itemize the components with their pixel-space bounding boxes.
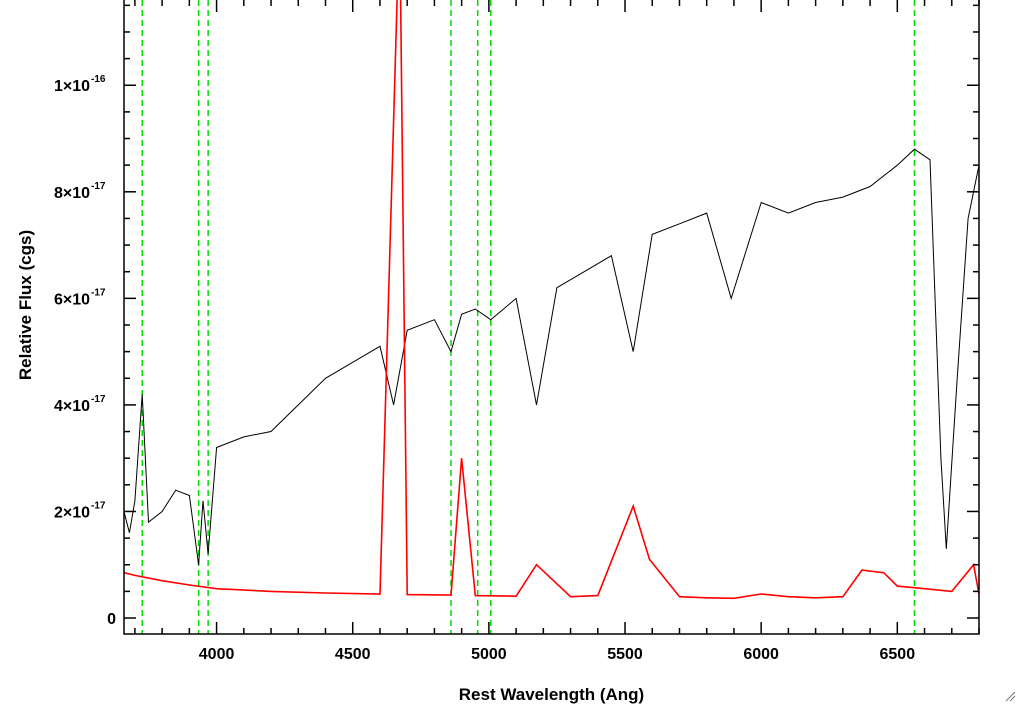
y-tick-labels: 02×10 -174×10 -176×10 -178×10 -171×10 -16 (54, 74, 116, 628)
y-tick-exponent: -17 (91, 287, 106, 298)
x-axis-title: Rest Wavelength (Ang) (459, 685, 644, 704)
x-tick-label: 4500 (335, 646, 371, 663)
x-tick-label: 5000 (471, 646, 507, 663)
y-tick-mantissa: 1×10 (54, 78, 90, 95)
y-tick-label: 0 (107, 611, 116, 628)
x-tick-labels: 4000 4500 5000 5500 6000 6500 (199, 646, 915, 663)
series-1 (124, 0, 979, 600)
y-tick-exponent: -17 (91, 181, 106, 192)
y-tick-exponent: -17 (91, 394, 106, 405)
emission-line-markers (141, 0, 916, 634)
y-tick-label: 2×10 -17 (54, 500, 106, 521)
series-0 (124, 148, 979, 565)
y-axis-title: Relative Flux (cgs) (16, 230, 35, 380)
x-tick-label: 6000 (743, 646, 779, 663)
resize-grip-icon[interactable] (1004, 690, 1016, 702)
y-tick-mantissa: 2×10 (54, 504, 90, 521)
y-tick-label: 6×10 -17 (54, 287, 106, 308)
y-tick-exponent: -16 (91, 74, 106, 85)
y-tick-mantissa: 8×10 (54, 185, 90, 202)
y-tick-exponent: -17 (91, 500, 106, 511)
x-tick-label: 4000 (199, 646, 235, 663)
x-tick-label: 5500 (607, 646, 643, 663)
plot-frame (123, 0, 980, 635)
y-tick-label: 4×10 -17 (54, 394, 106, 415)
x-tick-label: 6500 (880, 646, 916, 663)
axis-ticks (124, 0, 980, 634)
y-tick-label: 1×10 -16 (54, 74, 106, 95)
y-tick-mantissa: 4×10 (54, 398, 90, 415)
spectrum-series (124, 0, 979, 600)
y-tick-label: 8×10 -17 (54, 181, 106, 202)
y-tick-mantissa: 6×10 (54, 291, 90, 308)
